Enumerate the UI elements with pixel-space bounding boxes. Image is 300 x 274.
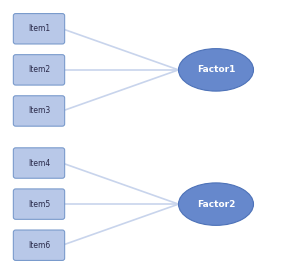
FancyBboxPatch shape bbox=[14, 13, 65, 44]
Text: Factor1: Factor1 bbox=[197, 65, 235, 74]
FancyBboxPatch shape bbox=[14, 189, 65, 219]
Ellipse shape bbox=[178, 183, 254, 225]
FancyBboxPatch shape bbox=[14, 96, 65, 126]
FancyBboxPatch shape bbox=[14, 230, 65, 260]
Text: Item2: Item2 bbox=[28, 65, 50, 74]
Ellipse shape bbox=[178, 49, 254, 91]
FancyBboxPatch shape bbox=[14, 55, 65, 85]
Text: Item5: Item5 bbox=[28, 200, 50, 209]
Text: Item6: Item6 bbox=[28, 241, 50, 250]
Text: Item1: Item1 bbox=[28, 24, 50, 33]
Text: Factor2: Factor2 bbox=[197, 200, 235, 209]
Text: Item3: Item3 bbox=[28, 107, 50, 115]
Text: Item4: Item4 bbox=[28, 159, 50, 167]
FancyBboxPatch shape bbox=[14, 148, 65, 178]
